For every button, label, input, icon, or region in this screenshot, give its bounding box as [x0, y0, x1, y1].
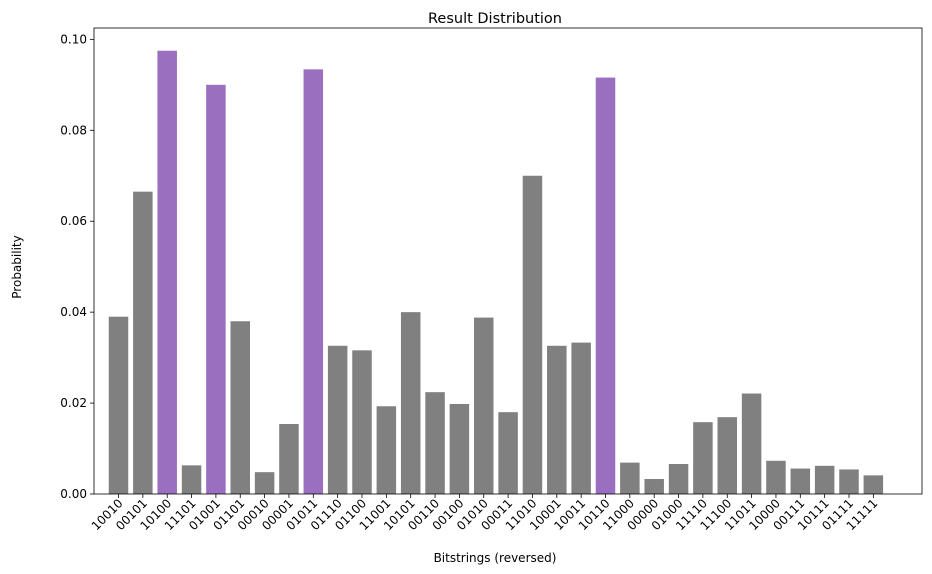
bar-01010 — [474, 317, 494, 494]
y-tick-label: 0.10 — [60, 32, 87, 46]
y-tick-label: 0.08 — [60, 123, 87, 137]
bar-00000 — [644, 479, 664, 494]
bar-01110 — [327, 345, 348, 494]
y-axis: 0.00 0.02 0.04 0.06 0.08 0.10 — [60, 32, 94, 501]
y-tick-label: 0.02 — [60, 396, 87, 410]
bar-11001 — [376, 406, 397, 494]
bar-00110 — [425, 392, 445, 494]
bar-01111 — [839, 469, 859, 494]
x-axis: 1001000101101001110101001011010001000001… — [89, 494, 880, 533]
bar-01000 — [668, 463, 689, 494]
bar-10110 — [595, 77, 616, 494]
bar-00101 — [133, 191, 153, 495]
y-axis-label: Probability — [10, 235, 24, 298]
bar-11100 — [717, 417, 737, 494]
bar-10000 — [766, 460, 786, 494]
bar-01011 — [303, 69, 324, 495]
bar-00001 — [279, 423, 299, 494]
bar-11000 — [620, 462, 640, 494]
bar-11111 — [863, 475, 884, 494]
bar-01001 — [206, 84, 226, 494]
bar-10011 — [571, 342, 591, 494]
bar-10001 — [547, 345, 567, 494]
bar-11110 — [693, 422, 713, 494]
bar-00011 — [498, 412, 518, 494]
bar-00100 — [449, 403, 470, 494]
bar-11010 — [522, 175, 543, 494]
y-tick-label: 0.06 — [60, 214, 87, 228]
bar-00111 — [790, 468, 811, 494]
bar-11011 — [741, 393, 762, 494]
bar-10010 — [108, 316, 129, 494]
bar-11101 — [181, 465, 202, 494]
bar-01100 — [352, 350, 372, 494]
y-tick-label: 0.00 — [60, 487, 87, 501]
bar-01101 — [230, 321, 250, 494]
bars-group — [108, 50, 884, 495]
x-axis-label: Bitstrings (reversed) — [434, 551, 557, 565]
y-tick-label: 0.04 — [60, 305, 87, 319]
bar-10111 — [814, 465, 835, 494]
plot-frame — [93, 27, 923, 495]
bar-10101 — [400, 312, 421, 494]
bar-00010 — [254, 472, 275, 494]
chart-title: Result Distribution — [428, 11, 562, 27]
bar-10100 — [157, 50, 177, 494]
